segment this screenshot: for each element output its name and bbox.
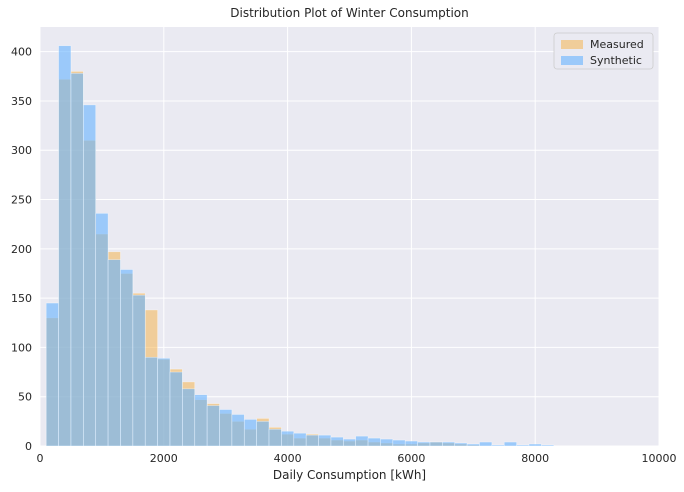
x-tick-label: 0 (37, 452, 44, 465)
histogram-bar (541, 444, 555, 447)
histogram-bar (343, 438, 356, 447)
histogram-bar (107, 259, 121, 447)
histogram-bar (95, 213, 109, 447)
histogram-bar (466, 443, 480, 447)
y-tick-label: 50 (18, 391, 32, 404)
histogram-bar (231, 414, 245, 447)
legend-label-synthetic: Synthetic (590, 54, 642, 67)
histogram-bar (132, 294, 146, 447)
x-tick-label: 2000 (150, 452, 178, 465)
histogram-bar (516, 444, 530, 447)
histogram-bar (454, 442, 468, 447)
x-axis-title: Daily Consumption [kWh] (273, 468, 426, 482)
histogram-bar (45, 302, 59, 447)
histogram-bar (429, 441, 443, 447)
y-tick-label: 400 (11, 46, 32, 59)
histogram-bar (120, 269, 134, 447)
histogram-bar (417, 441, 431, 447)
histogram-bar (194, 394, 208, 447)
histogram-bar (404, 440, 418, 447)
histogram-bar (503, 441, 517, 447)
y-tick-label: 150 (11, 292, 32, 305)
gridlines (39, 27, 660, 447)
y-tick-label: 100 (11, 341, 32, 354)
bars (45, 45, 555, 447)
legend-item-synthetic: Synthetic (561, 54, 642, 67)
histogram-bar (182, 388, 196, 447)
y-tick-label: 200 (11, 243, 32, 256)
histogram-bar (83, 104, 97, 447)
histogram-bar (243, 419, 257, 447)
histogram-bar (144, 356, 158, 447)
histogram-bar (305, 434, 319, 447)
histogram-bar (70, 73, 84, 447)
legend: Measured Synthetic (553, 32, 654, 70)
histogram-bar (293, 432, 307, 447)
y-tick-label: 0 (25, 440, 32, 453)
histogram-bar (479, 441, 493, 447)
x-tick-label: 4000 (274, 452, 302, 465)
histogram-bar (355, 435, 369, 447)
histogram-bar (380, 438, 394, 447)
histogram-bar (491, 444, 505, 447)
histogram-bar (281, 430, 295, 447)
y-tick-label: 300 (11, 144, 32, 157)
legend-swatch-measured (561, 40, 583, 49)
histogram-bar (157, 357, 171, 447)
legend-item-measured: Measured (561, 38, 644, 51)
x-tick-label: 6000 (397, 452, 425, 465)
chart-title: Distribution Plot of Winter Consumption (230, 6, 469, 20)
x-tick-label: 10000 (642, 452, 677, 465)
histogram-bar (367, 437, 381, 447)
histogram-bar (268, 428, 282, 447)
histogram-bar (318, 434, 332, 447)
histogram-bar (206, 405, 220, 447)
histogram-bar (219, 409, 233, 447)
histogram-bar (392, 439, 406, 447)
series-synthetic (45, 45, 555, 447)
histogram-bar (169, 371, 183, 447)
legend-label-measured: Measured (590, 38, 644, 51)
histogram-bar (442, 441, 456, 447)
x-tick-label: 8000 (521, 452, 549, 465)
histogram-bar (256, 421, 270, 447)
histogram-bar (528, 443, 542, 447)
legend-swatch-synthetic (561, 56, 583, 65)
histogram-bar (330, 436, 344, 447)
y-tick-label: 250 (11, 194, 32, 207)
y-tick-label: 350 (11, 95, 32, 108)
histogram-bar (58, 45, 72, 447)
